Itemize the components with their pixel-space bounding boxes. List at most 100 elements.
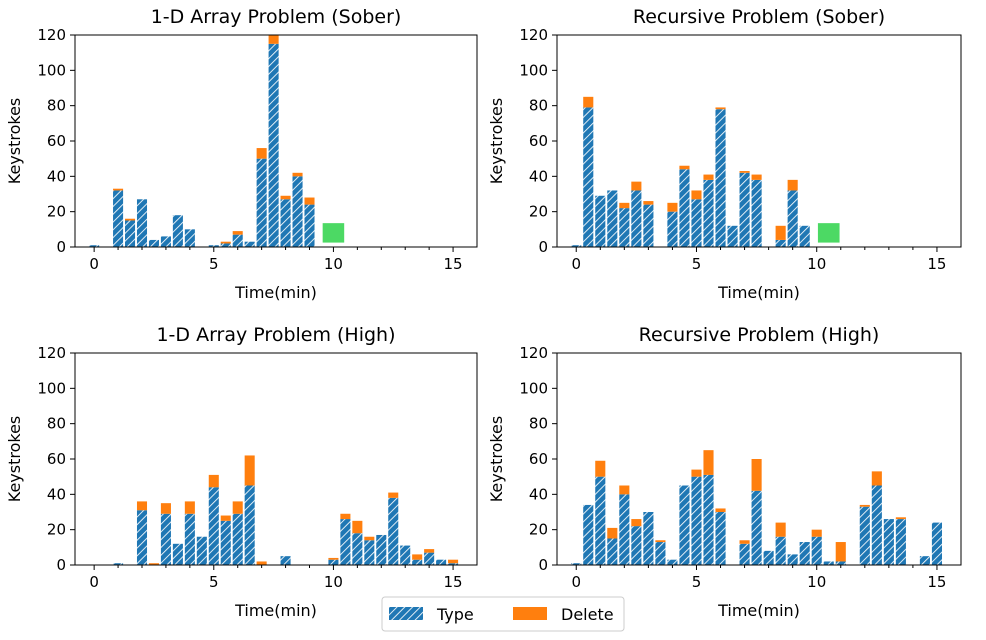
x-axis-label: Time(min) — [717, 601, 800, 620]
x-tick-label: 0 — [571, 573, 581, 591]
type-bar — [328, 559, 339, 565]
type-bar — [436, 559, 447, 565]
y-tick-label: 0 — [56, 556, 66, 574]
type-bar — [607, 190, 618, 247]
type-bar — [256, 158, 267, 247]
y-tick-label: 100 — [37, 379, 66, 397]
type-bar — [715, 512, 726, 565]
delete-bar — [232, 231, 243, 235]
type-bar — [136, 199, 148, 247]
chart-title: 1-D Array Problem (High) — [156, 324, 395, 346]
delete-bar — [715, 107, 726, 110]
type-bar — [571, 245, 582, 247]
delete-bar — [148, 563, 159, 565]
delete-bar — [328, 557, 339, 560]
type-bar — [448, 563, 459, 565]
delete-bar — [184, 501, 195, 514]
type-bar — [113, 563, 124, 565]
legend-type-label: Type — [436, 605, 474, 624]
chart-title: Recursive Problem (Sober) — [633, 6, 885, 28]
delete-bar — [679, 165, 690, 170]
x-tick-label: 15 — [927, 255, 946, 273]
type-bar — [727, 225, 738, 247]
y-tick-label: 80 — [47, 415, 66, 433]
y-tick-label: 60 — [529, 450, 548, 468]
delete-bar — [160, 503, 171, 514]
type-bar — [571, 563, 582, 565]
type-bar — [715, 109, 726, 247]
subplot-recursive-high: Recursive Problem (High) Time(min) Keyst… — [487, 324, 962, 620]
delete-bar — [835, 542, 846, 562]
x-axis-label: Time(min) — [717, 283, 800, 302]
type-bar — [583, 504, 594, 565]
y-tick-label: 20 — [529, 521, 548, 539]
type-bar — [919, 556, 930, 565]
legend-delete-label: Delete — [561, 605, 614, 624]
delete-bar — [739, 540, 750, 544]
delete-bar — [583, 96, 594, 108]
type-bar — [619, 208, 630, 247]
delete-bar — [256, 148, 267, 159]
type-bar — [679, 169, 690, 247]
type-bar — [703, 179, 714, 247]
type-bar — [583, 107, 594, 247]
type-bar — [679, 485, 690, 565]
delete-bar — [787, 179, 798, 191]
delete-bar — [304, 197, 315, 205]
y-tick-label: 100 — [519, 379, 548, 397]
type-bar — [280, 199, 291, 247]
type-bar — [667, 559, 678, 565]
x-tick-label: 5 — [209, 255, 219, 273]
type-bar — [835, 561, 846, 565]
delete-bar — [751, 174, 762, 180]
delete-bar — [113, 188, 124, 191]
type-bar — [292, 176, 303, 247]
delete-bar — [244, 455, 255, 486]
delete-bar — [220, 241, 231, 244]
x-tick-label: 15 — [444, 573, 463, 591]
type-bar — [184, 229, 195, 247]
chart-title: Recursive Problem (High) — [639, 324, 880, 346]
type-bar — [751, 490, 762, 565]
y-tick-label: 40 — [529, 167, 548, 185]
type-bar — [376, 534, 387, 565]
delete-bar — [364, 536, 375, 541]
delete-bar — [775, 522, 786, 537]
delete-bar — [631, 181, 642, 191]
x-tick-label: 0 — [89, 255, 99, 273]
type-bar — [799, 225, 810, 247]
type-bar — [751, 179, 762, 247]
type-bar — [739, 543, 750, 565]
delete-bar — [412, 554, 423, 560]
type-bar — [703, 474, 714, 565]
y-tick-label: 40 — [47, 485, 66, 503]
delete-bar — [859, 504, 870, 507]
y-tick-label: 120 — [37, 344, 66, 362]
y-tick-label: 60 — [47, 450, 66, 468]
type-bar — [352, 533, 363, 565]
subplot-recursive-sober: Recursive Problem (Sober) Time(min) Keys… — [487, 6, 962, 302]
type-bar — [595, 476, 606, 565]
type-bar — [643, 204, 654, 247]
x-axis-label: Time(min) — [234, 283, 317, 302]
delete-bar — [739, 171, 750, 173]
type-bar — [763, 550, 774, 565]
delete-bar — [280, 195, 291, 200]
plot-frame — [74, 352, 478, 566]
y-tick-label: 120 — [519, 344, 548, 362]
type-bar — [172, 215, 183, 247]
type-bar — [172, 543, 183, 565]
delete-bar — [136, 501, 148, 511]
legend-delete-swatch — [513, 607, 547, 620]
type-bar — [244, 241, 255, 247]
type-bar — [364, 540, 375, 565]
type-bar — [412, 559, 423, 565]
type-bar — [220, 243, 231, 247]
delete-bar — [232, 501, 243, 514]
plot-area: 0 20 40 60 80 100 120 0 5 10 15 — [519, 344, 962, 591]
type-bar — [160, 513, 171, 565]
end-marker — [322, 223, 345, 243]
end-marker — [817, 223, 840, 243]
type-bar — [619, 494, 630, 565]
